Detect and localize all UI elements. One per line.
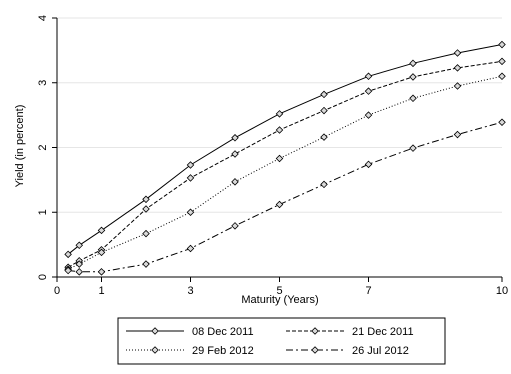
x-tick-label-1: 1 <box>98 285 104 297</box>
legend-item-0: 08 Dec 2011 <box>126 326 254 338</box>
series-1-point-5 <box>231 150 239 158</box>
legend-marker-2 <box>151 346 159 354</box>
grid-layer <box>57 17 502 213</box>
legend-marker-3 <box>311 346 319 354</box>
series-2-point-6 <box>275 154 284 163</box>
legend-label-0: 08 Dec 2011 <box>192 326 254 338</box>
series-2-point-2 <box>97 248 106 257</box>
series-2-point-9 <box>409 94 417 103</box>
series-0 <box>64 40 506 259</box>
x-tick-label-0: 0 <box>54 285 60 297</box>
x-tick-label-5: 10 <box>496 285 508 297</box>
legend-box <box>117 317 446 365</box>
series-3-point-1 <box>75 268 84 276</box>
series-1-point-7 <box>320 106 328 115</box>
y-tick-label-2: 2 <box>37 144 49 150</box>
legend-marker-0 <box>151 327 159 335</box>
legend-label-2: 29 Feb 2012 <box>192 345 254 357</box>
series-2-point-4 <box>186 208 195 217</box>
series-1-point-9 <box>409 73 417 81</box>
series-3-point-11 <box>498 118 506 127</box>
legend-item-2: 29 Feb 2012 <box>126 345 254 357</box>
series-line-2 <box>67 75 503 270</box>
legend-item-3: 26 Jul 2012 <box>286 345 409 357</box>
legend-label-1: 21 Dec 2011 <box>352 326 414 338</box>
series-0-point-0 <box>64 250 72 259</box>
series-1 <box>64 57 506 272</box>
series-3-point-9 <box>409 144 417 152</box>
series-3-point-3 <box>142 260 150 268</box>
series-1-point-4 <box>186 174 195 182</box>
y-axis-title: Yield (in percent) <box>14 105 26 188</box>
axes-layer: 0 1 2 3 4 0 1 3 5 7 10 <box>37 15 508 297</box>
series-0-point-10 <box>453 49 462 57</box>
x-tick-label-2: 3 <box>187 285 193 297</box>
legend-marker-1 <box>311 327 319 335</box>
series-line-1 <box>67 60 503 268</box>
series-line-3 <box>68 121 503 273</box>
series-1-point-6 <box>275 126 284 134</box>
series-2-point-8 <box>364 111 373 119</box>
series-2-point-7 <box>320 133 328 141</box>
legend-item-1: 21 Dec 2011 <box>286 326 414 338</box>
x-tick-label-3: 5 <box>276 285 282 297</box>
series-3-point-6 <box>275 200 284 209</box>
series-2-point-3 <box>142 229 150 238</box>
series-0-point-2 <box>97 226 106 235</box>
series-0-point-1 <box>75 241 84 250</box>
series-1-point-11 <box>498 57 506 66</box>
series-3-point-0 <box>64 266 72 275</box>
series-0-point-8 <box>364 72 373 81</box>
y-tick-label-4: 4 <box>37 15 49 21</box>
series-2-point-10 <box>453 82 462 90</box>
series-1-point-10 <box>453 64 462 72</box>
series-1-point-3 <box>142 205 150 213</box>
legend: 08 Dec 2011 21 Dec 2011 29 Feb 2012 26 Jul … <box>117 317 446 365</box>
series-3-point-2 <box>97 268 106 276</box>
series-3-point-5 <box>231 222 239 230</box>
series-0-point-3 <box>142 195 150 204</box>
x-axis-title: Maturity (Years) <box>241 294 318 306</box>
series-0-point-11 <box>498 40 506 49</box>
series-2-point-5 <box>231 178 239 186</box>
series-3-point-10 <box>453 130 462 139</box>
series-3 <box>64 118 506 276</box>
series-layer <box>64 40 506 276</box>
series-3-point-7 <box>320 180 328 189</box>
series-0-point-5 <box>231 134 239 142</box>
series-0-point-7 <box>320 90 328 99</box>
series-0-point-9 <box>409 59 417 68</box>
series-line-0 <box>67 44 503 255</box>
series-0-point-6 <box>275 110 284 118</box>
legend-label-3: 26 Jul 2012 <box>352 345 409 357</box>
y-tick-label-1: 1 <box>37 209 49 215</box>
series-3-point-8 <box>364 160 373 169</box>
series-2-point-1 <box>75 260 84 268</box>
y-tick-label-0: 0 <box>37 274 49 280</box>
series-1-point-8 <box>364 87 373 95</box>
x-tick-label-4: 7 <box>365 285 371 297</box>
y-tick-label-3: 3 <box>37 80 49 86</box>
series-0-point-4 <box>186 161 195 169</box>
series-2 <box>64 72 506 273</box>
series-3-point-4 <box>186 244 195 253</box>
series-2-point-11 <box>498 72 506 81</box>
